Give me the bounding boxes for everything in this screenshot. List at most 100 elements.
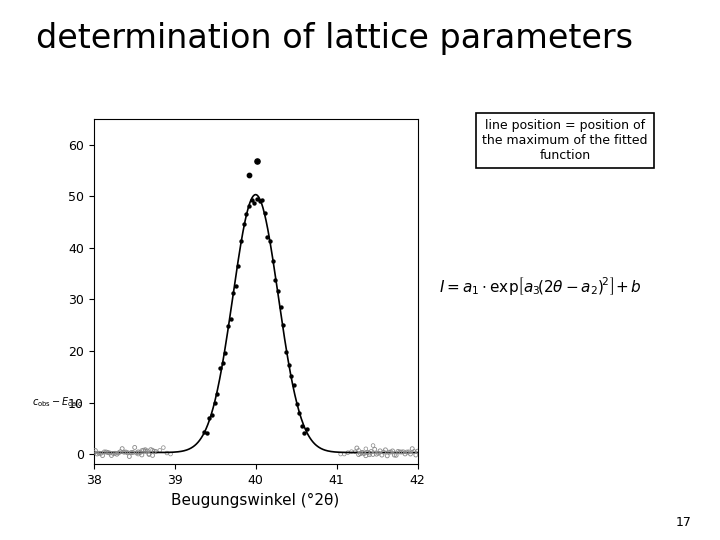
Point (225, 314, 236, 323)
Point (113, 449, 125, 457)
Point (396, 448, 408, 456)
Point (209, 399, 220, 408)
Point (364, 450, 375, 459)
Point (293, 408, 305, 417)
Point (147, 446, 158, 454)
Point (212, 389, 223, 398)
Point (367, 441, 379, 450)
X-axis label: Beugungswinkel (°2θ): Beugungswinkel (°2θ) (171, 492, 340, 508)
Point (222, 322, 234, 330)
Point (106, 451, 117, 460)
Point (405, 450, 416, 458)
Point (272, 287, 284, 295)
Point (342, 448, 354, 457)
Point (150, 447, 162, 456)
Point (369, 445, 380, 454)
Point (367, 450, 379, 459)
Point (349, 448, 361, 456)
Point (288, 381, 300, 390)
Point (165, 450, 176, 458)
Point (158, 443, 169, 452)
Point (107, 449, 119, 458)
Point (132, 448, 144, 456)
Point (362, 448, 374, 457)
Point (259, 209, 271, 218)
Point (264, 237, 276, 245)
Point (400, 450, 411, 458)
Point (161, 449, 173, 457)
Point (374, 447, 386, 455)
Point (360, 444, 372, 453)
Point (356, 448, 368, 457)
Point (147, 451, 158, 460)
Point (364, 449, 375, 457)
Point (267, 256, 279, 265)
Point (394, 448, 405, 456)
Text: 17: 17 (675, 516, 691, 529)
Point (275, 303, 287, 312)
Point (141, 447, 153, 455)
Point (204, 414, 215, 422)
Point (148, 447, 160, 456)
Point (359, 449, 370, 458)
Point (378, 448, 390, 456)
Point (145, 446, 156, 454)
Point (143, 450, 155, 458)
Point (129, 443, 140, 452)
Point (285, 372, 297, 380)
Point (127, 448, 139, 457)
Point (215, 363, 226, 372)
Point (132, 450, 144, 458)
Point (296, 422, 307, 430)
Point (389, 451, 400, 460)
Point (238, 220, 250, 228)
Point (96, 451, 108, 460)
Point (351, 444, 363, 453)
Point (117, 444, 128, 453)
Point (201, 429, 212, 437)
Point (102, 448, 114, 457)
Point (143, 450, 155, 458)
Point (109, 449, 121, 457)
Text: line position = position of
the maximum of the fitted
function: line position = position of the maximum … (482, 119, 648, 162)
Point (291, 400, 302, 409)
Point (372, 449, 384, 457)
Point (387, 447, 398, 455)
Point (138, 446, 149, 455)
Point (269, 275, 281, 284)
Point (365, 447, 377, 456)
Point (243, 170, 255, 179)
Point (407, 444, 418, 453)
Point (353, 450, 364, 459)
Point (217, 359, 228, 367)
Point (140, 447, 151, 455)
Point (301, 424, 312, 433)
Point (401, 448, 413, 456)
Point (120, 448, 132, 456)
Point (99, 448, 110, 456)
Point (140, 445, 151, 454)
Point (390, 451, 402, 460)
Point (248, 198, 260, 207)
Point (376, 451, 387, 460)
Point (95, 449, 107, 458)
Point (93, 449, 104, 457)
Point (124, 452, 135, 461)
Point (277, 321, 289, 330)
Point (355, 449, 366, 458)
Point (111, 450, 122, 458)
Point (230, 282, 242, 291)
Point (243, 201, 255, 210)
Point (136, 450, 148, 459)
Point (246, 196, 258, 205)
Point (240, 210, 252, 219)
Point (89, 446, 101, 455)
Point (261, 232, 273, 241)
Point (228, 289, 239, 298)
Point (104, 449, 115, 457)
Text: determination of lattice parameters: determination of lattice parameters (36, 22, 633, 55)
Point (385, 448, 397, 456)
Point (88, 448, 99, 457)
Point (379, 446, 391, 454)
Point (383, 448, 395, 456)
